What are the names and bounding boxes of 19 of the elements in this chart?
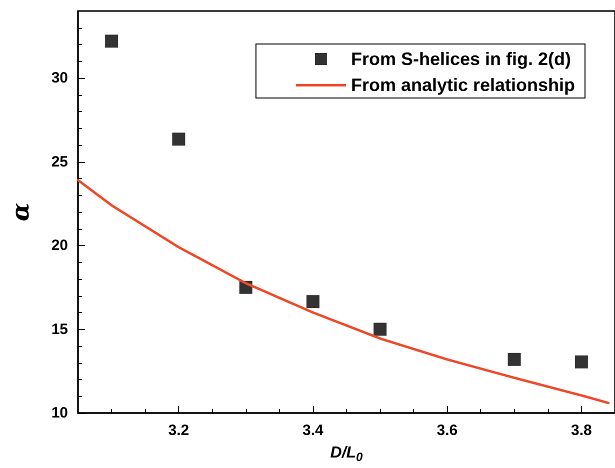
y-tick-label: 30 [51, 70, 68, 86]
point [574, 355, 588, 368]
legend-label: From analytic relationship [350, 75, 576, 95]
y-axis-title: α [6, 202, 34, 222]
point [374, 322, 387, 336]
point [508, 352, 521, 366]
line-series [76, 178, 610, 404]
y-tick-label: 10 [51, 404, 68, 422]
x-tick-label: 3.8 [571, 422, 592, 439]
point [306, 295, 320, 308]
y-tick-label: 20 [51, 237, 68, 254]
point [105, 34, 118, 48]
x-tick-label: 3.6 [436, 422, 458, 439]
y-tick-label: 25 [51, 153, 68, 170]
x-tick-label: 3.2 [168, 422, 190, 439]
y-tick-label: 15 [51, 320, 68, 338]
legend-label: From S-helices in fig. 2(d) [350, 49, 571, 69]
point [172, 132, 186, 146]
x-tick-label: 3.4 [302, 422, 324, 439]
